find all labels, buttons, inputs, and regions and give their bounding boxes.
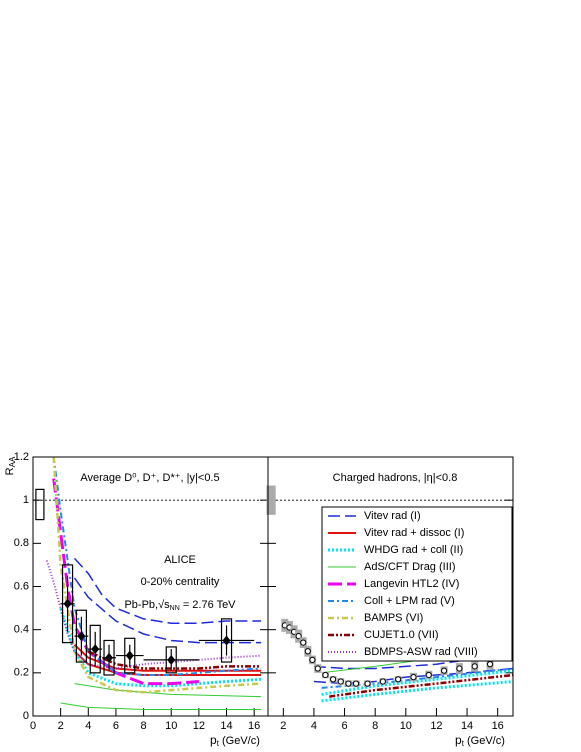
model-curve xyxy=(87,650,262,670)
x-axis-label: pt (GeV/c) xyxy=(210,733,260,748)
x-tick-label: 2 xyxy=(58,720,64,732)
data-point xyxy=(425,671,432,679)
x-tick-label: 14 xyxy=(220,720,232,732)
data-point xyxy=(304,648,311,655)
x-axis-label: pt (GeV/c) xyxy=(455,733,505,748)
data-point xyxy=(329,676,337,683)
model-curve xyxy=(59,607,262,688)
legend-label: CUJET1.0 (VII) xyxy=(364,629,439,641)
x-tick-label: 6 xyxy=(113,720,119,732)
model-curve xyxy=(52,457,262,694)
data-point xyxy=(379,678,386,685)
data-point xyxy=(410,674,417,681)
y-tick-label: 0.4 xyxy=(14,624,29,636)
model-curve xyxy=(73,557,262,624)
x-tick-label: 0 xyxy=(30,720,36,732)
x-tick-label: 8 xyxy=(372,720,378,732)
data-point xyxy=(345,680,352,687)
data-point xyxy=(167,654,176,665)
data-point xyxy=(309,656,316,663)
y-tick-label: 0 xyxy=(23,710,29,722)
model-curve xyxy=(52,457,262,676)
data-point xyxy=(125,650,134,661)
data-point xyxy=(77,631,86,642)
model-curve xyxy=(45,560,262,670)
legend-label: AdS/CFT Drag (III) xyxy=(364,561,455,573)
x-tick-label: 12 xyxy=(193,720,205,732)
panel-title: Average D⁰, D⁺, D*⁺, |y|<0.5 xyxy=(80,472,219,484)
y-tick-label: 0.2 xyxy=(14,667,29,679)
data-point xyxy=(222,635,231,646)
model-curve xyxy=(73,577,262,644)
data-point xyxy=(314,665,321,672)
legend-label: Langevin HTL2 (IV) xyxy=(364,578,459,590)
model-curve xyxy=(73,650,262,676)
data-point xyxy=(91,644,100,655)
data-point xyxy=(105,652,114,663)
model-curve xyxy=(329,673,513,698)
model-curve xyxy=(321,667,513,689)
data-point xyxy=(471,663,478,670)
annotation: ALICE xyxy=(164,554,196,566)
model-curve xyxy=(321,680,513,703)
model-curve xyxy=(60,702,262,710)
model-curve xyxy=(321,669,513,696)
x-tick-label: 8 xyxy=(141,720,147,732)
legend-label: Vitev rad (I) xyxy=(364,510,421,522)
normalization-box xyxy=(35,488,45,521)
x-tick-label: 14 xyxy=(461,720,473,732)
x-tick-label: 4 xyxy=(311,720,317,732)
model-curve xyxy=(52,478,200,686)
x-tick-label: 12 xyxy=(430,720,442,732)
y-axis-label: RAA xyxy=(4,456,17,475)
y-tick-label: 0.8 xyxy=(14,537,29,549)
panel-title: Charged hadrons, |η|<0.8 xyxy=(333,472,458,484)
panel-frame xyxy=(267,456,514,717)
data-point xyxy=(352,680,360,687)
x-tick-label: 16 xyxy=(248,720,260,732)
annotation: 0-20% centrality xyxy=(141,576,220,588)
y-tick-label: 1 xyxy=(23,494,29,506)
y-tick-label: 0.6 xyxy=(14,580,29,592)
data-point xyxy=(395,676,402,683)
data-point xyxy=(63,598,72,609)
data-point xyxy=(440,667,448,674)
data-point xyxy=(300,639,307,646)
y-tick-label: 1.2 xyxy=(14,451,29,463)
x-tick-label: 16 xyxy=(492,720,504,732)
legend-label: Coll + LPM rad (V) xyxy=(364,595,455,607)
legend-label: WHDG rad + coll (II) xyxy=(364,544,463,556)
data-point xyxy=(337,678,344,685)
x-tick-label: 6 xyxy=(342,720,348,732)
legend-label: BAMPS (VI) xyxy=(364,612,423,624)
x-tick-label: 10 xyxy=(165,720,177,732)
x-tick-label: 10 xyxy=(400,720,412,732)
legend-label: BDMPS-ASW rad (VIII) xyxy=(364,646,478,658)
data-point xyxy=(486,661,494,668)
data-point xyxy=(456,665,463,672)
x-tick-label: 2 xyxy=(280,720,286,732)
data-point xyxy=(322,671,329,679)
data-point xyxy=(364,680,371,687)
legend-label: Vitev rad + dissoc (I) xyxy=(364,527,464,539)
model-curve xyxy=(313,667,513,685)
normalization-box xyxy=(266,485,276,515)
annotation: Pb-Pb,√sNN = 2.76 TeV xyxy=(124,599,236,612)
x-tick-label: 4 xyxy=(85,720,91,732)
